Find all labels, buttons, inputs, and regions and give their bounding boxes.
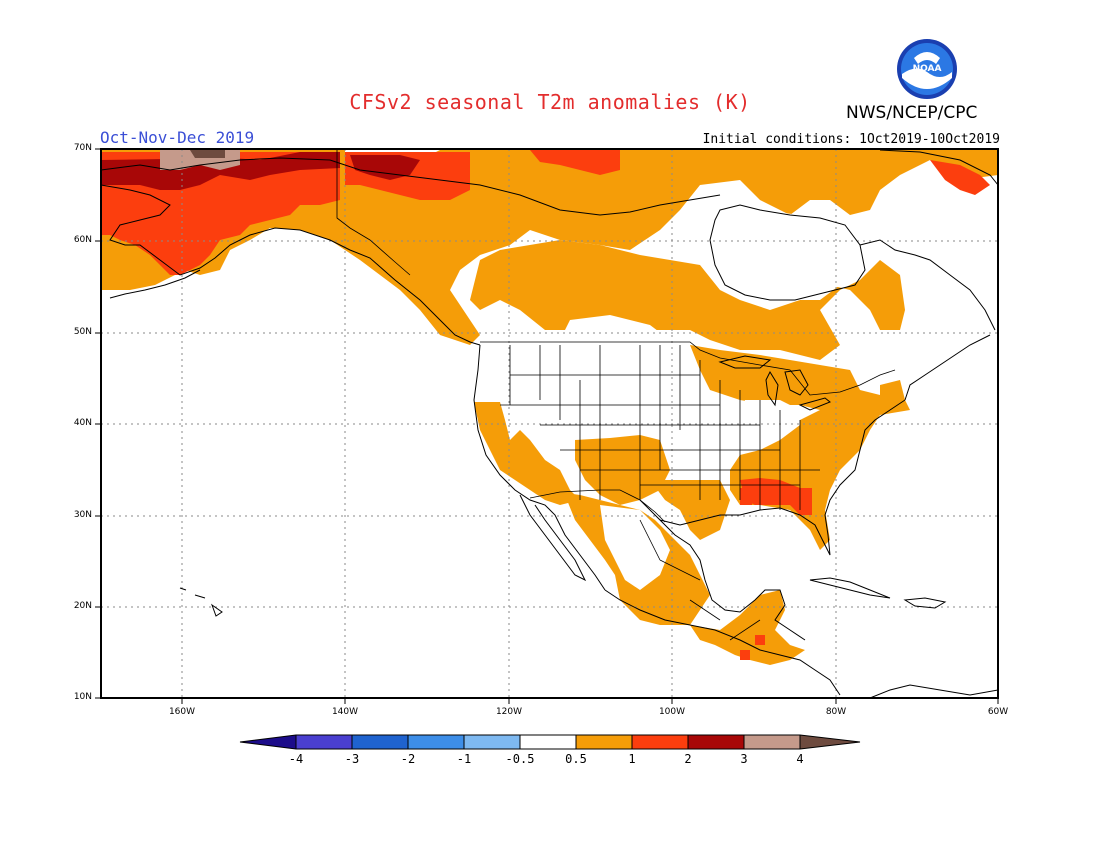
coastlines [101, 149, 998, 698]
colorbar-label: 1 [628, 752, 636, 766]
anomaly-arctic-archipelago-1-2 [530, 150, 620, 175]
anomaly-arctic-2-3 [350, 155, 420, 180]
gulf-coast [639, 499, 806, 641]
colorbar-label: -1 [456, 752, 472, 766]
us-mexico-border [529, 489, 666, 523]
lat-label: 30N [73, 510, 92, 520]
lat-label: 40N [73, 418, 92, 428]
alaska-peninsula [109, 269, 201, 299]
colorbar-bin [520, 735, 576, 749]
alaska-canada-border [336, 149, 411, 276]
mexico-pacific [604, 589, 841, 696]
colorbar-bin [688, 735, 744, 749]
hudson-bay [709, 204, 866, 301]
colorbar-label: -4 [288, 752, 304, 766]
anomaly-baffin-1-2 [930, 160, 990, 195]
season-label: Oct-Nov-Dec 2019 [100, 128, 255, 147]
colorbar-bin [464, 735, 520, 749]
colorbar-label: -0.5 [505, 752, 535, 766]
anomaly-great-lakes-neutral [740, 400, 800, 445]
hispaniola [903, 597, 947, 609]
us-canada-border [480, 341, 896, 396]
colorbar-bin [744, 735, 800, 749]
greenland [879, 149, 998, 186]
us-gulf [659, 399, 906, 556]
anomaly-alaska-4plus [190, 150, 225, 158]
noaa-logo-text: NOAA [913, 64, 942, 74]
anomaly-newfoundland-05-1 [880, 380, 905, 410]
colorbar-label: 3 [740, 752, 748, 766]
colorbar-bin [352, 735, 408, 749]
anomaly-central-canada-05-1 [470, 240, 905, 360]
anomaly-neutral-central [560, 315, 670, 342]
colorbar-high-arrow [800, 735, 860, 749]
anomaly-central-america-1-2 [755, 635, 765, 645]
anomaly-central-america-05-1 [690, 590, 805, 665]
anomaly-us-west-05-1 [474, 402, 580, 505]
anomaly-georgia-1-2 [795, 488, 812, 510]
lat-label: 10N [73, 692, 92, 702]
colorbar [239, 734, 861, 750]
baja [519, 494, 587, 582]
lon-label: 160W [168, 707, 196, 717]
noaa-logo: NOAA [897, 39, 957, 99]
lake-superior [718, 355, 772, 369]
anomaly-mexico-neutral [600, 505, 670, 590]
lat-label: 50N [73, 327, 92, 337]
alaska-coast [101, 184, 481, 346]
colorbar-bin [632, 735, 688, 749]
lat-label: 20N [73, 601, 92, 611]
lat-label: 70N [73, 143, 92, 153]
colorbar-bin [296, 735, 352, 749]
cuba [809, 577, 891, 599]
agency-label: NWS/NCEP/CPC [846, 103, 978, 123]
lake-michigan [765, 370, 779, 407]
political-borders [336, 149, 896, 641]
graticule [101, 149, 998, 698]
colorbar-label: 0.5 [565, 752, 587, 766]
us-west-coast [473, 344, 606, 591]
initial-conditions-label: Initial conditions: 1Oct2019-10Oct2019 [702, 132, 1000, 147]
colorbar-label: -3 [344, 752, 360, 766]
colorbar-low-arrow [240, 735, 296, 749]
colorbar-bin [408, 735, 464, 749]
anomaly-deep-south-1-2 [740, 478, 812, 515]
lake-erie [798, 397, 831, 411]
lon-label: 140W [331, 707, 359, 717]
mexico-state-lines [639, 519, 761, 641]
map-title: CFSv2 seasonal T2m anomalies (K) [349, 90, 751, 114]
lon-label: 120W [495, 707, 523, 717]
lon-label: 100W [658, 707, 686, 717]
axis-ticks [95, 148, 999, 704]
anomaly-mississippi-1-2 [740, 488, 752, 505]
lon-label: 60W [987, 707, 1009, 717]
lon-label: 80W [825, 707, 847, 717]
anomaly-guatemala-1-2 [740, 650, 750, 660]
colorbar-bin [576, 735, 632, 749]
colorbar-label: 4 [796, 752, 804, 766]
lake-huron [784, 369, 809, 396]
anomaly-neutral-hudson [710, 210, 870, 305]
arctic-coast [101, 157, 721, 216]
colorbar-label: 2 [684, 752, 692, 766]
anomaly-texas-05-1 [650, 480, 730, 540]
lat-label: 60N [73, 235, 92, 245]
labrador-coast [859, 239, 996, 331]
hawaii [179, 587, 223, 617]
colorbar-label: -2 [400, 752, 416, 766]
south-america-coast [869, 684, 998, 698]
state-lines-horizontal [500, 374, 820, 486]
east-coast [904, 334, 991, 401]
